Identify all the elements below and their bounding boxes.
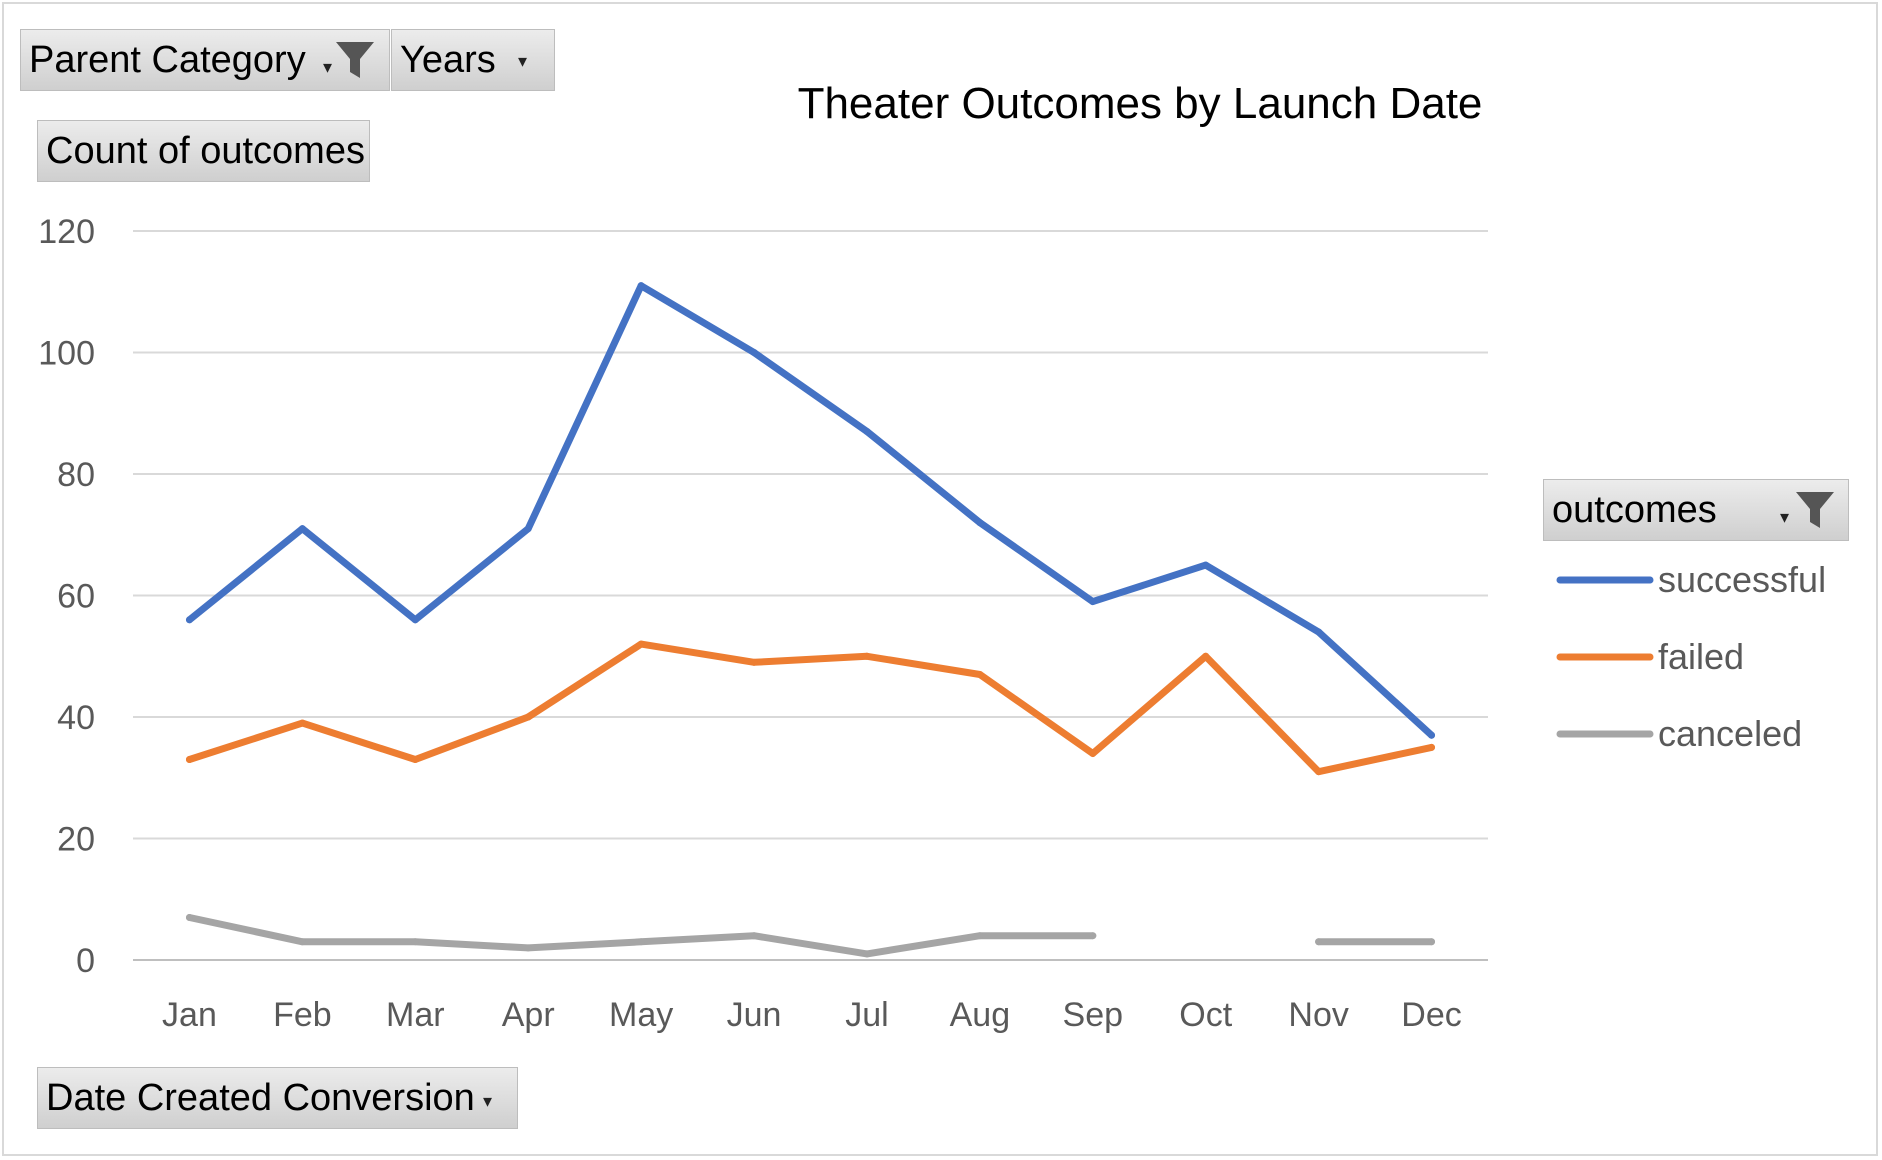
data-point <box>1428 731 1436 739</box>
parent-category-field-button[interactable]: Parent Category ▾ <box>20 29 390 91</box>
data-point <box>1315 938 1323 946</box>
data-point <box>1089 749 1097 757</box>
legend: successful failed canceled <box>1556 559 1826 754</box>
data-point <box>524 944 532 952</box>
data-point <box>298 938 306 946</box>
data-point <box>750 932 758 940</box>
data-point <box>524 713 532 721</box>
x-tick-label: Nov <box>1288 996 1348 1034</box>
x-tick-label: Jul <box>845 996 888 1034</box>
data-point <box>185 756 193 764</box>
data-point <box>411 756 419 764</box>
filter-funnel-icon[interactable] <box>1794 489 1836 531</box>
data-point <box>298 719 306 727</box>
series-successful <box>185 282 1436 739</box>
filter-funnel-icon[interactable] <box>334 39 376 81</box>
y-tick-label: 120 <box>38 213 95 251</box>
x-tick-label: Sep <box>1063 996 1124 1034</box>
x-tick-label: Apr <box>502 996 555 1034</box>
dropdown-arrow-icon[interactable]: ▾ <box>1780 507 1790 527</box>
data-point <box>411 616 419 624</box>
data-point <box>976 932 984 940</box>
series-line-failed <box>186 640 1435 776</box>
y-axis-tick-labels: 0 20 40 60 80 100 120 <box>38 213 95 980</box>
data-point <box>185 616 193 624</box>
years-field-button[interactable]: Years ▾ <box>391 29 555 91</box>
legend-field-button[interactable]: outcomes ▾ <box>1543 479 1849 541</box>
series-line-successful <box>186 282 1435 739</box>
data-point <box>863 652 871 660</box>
x-tick-label: Aug <box>950 996 1011 1034</box>
data-point <box>524 525 532 533</box>
data-point <box>1089 598 1097 606</box>
data-point <box>185 913 193 921</box>
legend-entry: canceled <box>1658 713 1802 754</box>
y-tick-label: 80 <box>57 456 95 494</box>
y-tick-label: 60 <box>57 578 95 616</box>
data-point <box>1315 628 1323 636</box>
legend-entry: failed <box>1658 636 1744 677</box>
data-point <box>298 525 306 533</box>
dropdown-arrow-icon[interactable]: ▾ <box>518 51 528 71</box>
parent-category-label: Parent Category <box>29 39 306 81</box>
data-point <box>863 950 871 958</box>
series-failed <box>185 640 1436 776</box>
legend-field-label: outcomes <box>1552 489 1717 531</box>
values-field-label: Count of outcomes <box>46 130 365 172</box>
data-point <box>976 519 984 527</box>
values-field-button[interactable]: Count of outcomes <box>37 120 370 182</box>
data-point <box>750 349 758 356</box>
x-tick-label: Jun <box>727 996 782 1034</box>
y-tick-label: 0 <box>76 942 95 980</box>
axis-field-button[interactable]: Date Created Conversion ▾ <box>37 1067 518 1129</box>
series-canceled <box>185 913 1436 958</box>
dropdown-arrow-icon[interactable]: ▾ <box>323 57 333 77</box>
y-tick-label: 20 <box>57 821 95 859</box>
data-point <box>976 670 984 678</box>
data-point <box>637 282 645 290</box>
data-point <box>637 640 645 648</box>
axis-field-label: Date Created Conversion <box>46 1077 475 1119</box>
data-point <box>750 658 758 666</box>
years-label: Years <box>400 39 496 81</box>
data-point <box>1202 652 1210 660</box>
chart-title: Theater Outcomes by Launch Date <box>798 79 1483 128</box>
data-point <box>637 938 645 946</box>
series-line-canceled <box>186 914 1435 958</box>
data-point <box>863 427 871 435</box>
y-tick-label: 40 <box>57 699 95 737</box>
x-tick-label: Dec <box>1401 996 1461 1034</box>
gridlines <box>133 230 1488 961</box>
dropdown-arrow-icon[interactable]: ▾ <box>483 1091 493 1111</box>
x-tick-label: Jan <box>162 996 217 1034</box>
x-tick-label: Feb <box>273 996 332 1034</box>
legend-entry: successful <box>1658 559 1826 600</box>
x-tick-label: Oct <box>1179 996 1232 1034</box>
data-point <box>1315 768 1323 776</box>
data-point <box>1428 743 1436 751</box>
data-point <box>1089 932 1097 940</box>
data-point <box>1428 938 1436 946</box>
y-tick-label: 100 <box>38 335 95 373</box>
x-tick-label: May <box>609 996 673 1034</box>
x-tick-label: Mar <box>386 996 445 1034</box>
x-axis-tick-labels: Jan Feb Mar Apr May Jun Jul Aug Sep Oct Nov Dec <box>162 996 1462 1034</box>
data-point <box>1202 561 1210 569</box>
data-point <box>411 938 419 946</box>
series-lines <box>185 282 1436 958</box>
